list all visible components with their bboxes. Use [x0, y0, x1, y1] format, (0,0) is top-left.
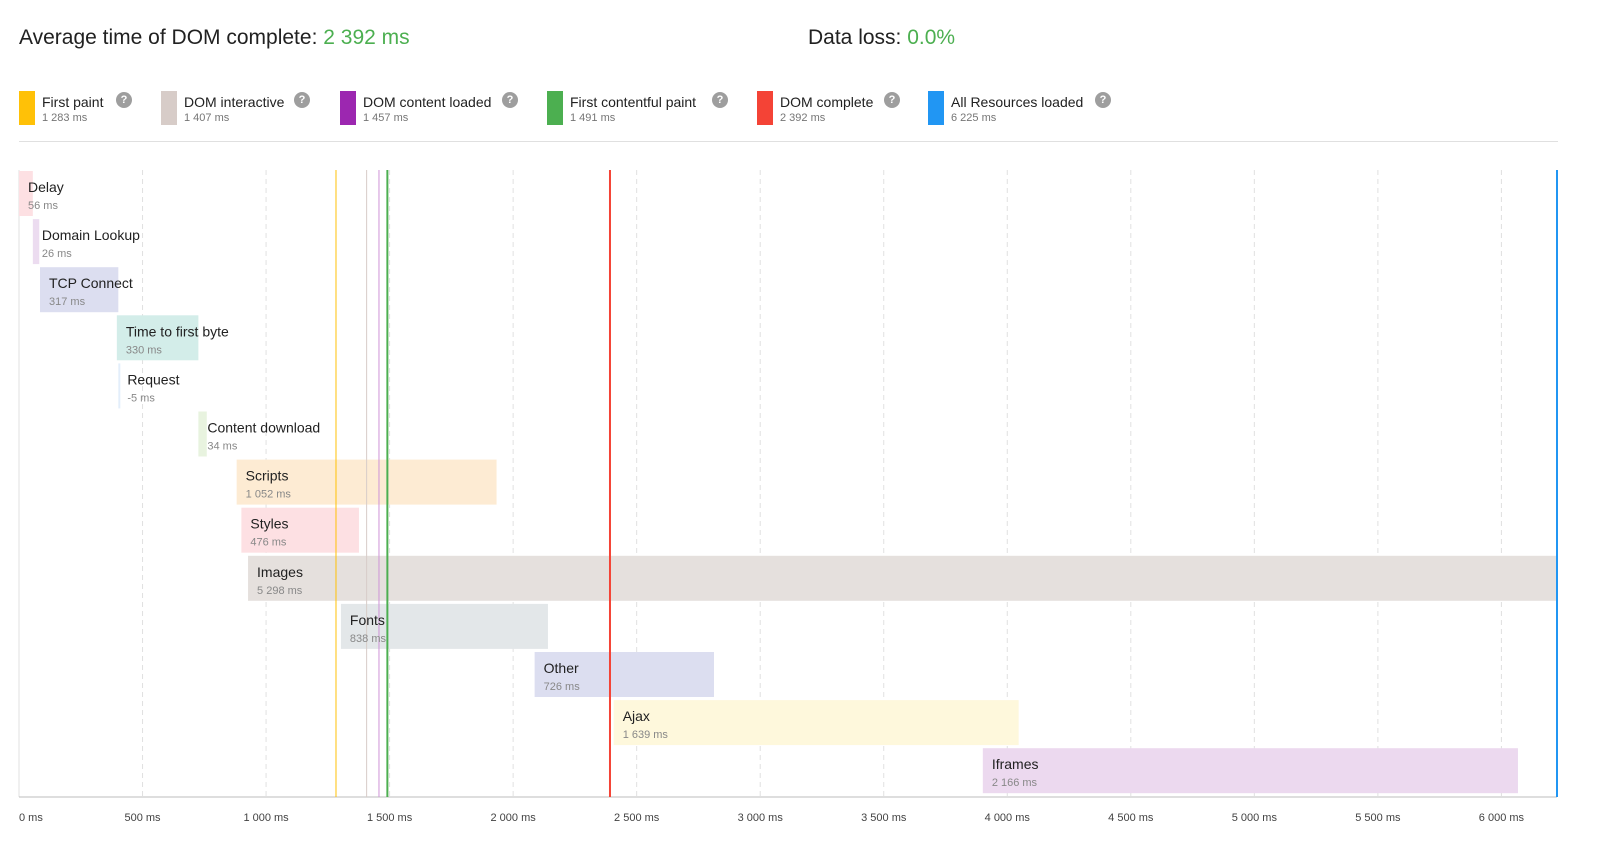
legend-label: DOM interactive: [184, 94, 285, 110]
legend-value: 2 392 ms: [780, 112, 826, 124]
bar-iframes: [982, 748, 1518, 794]
tick-label: 4 000 ms: [985, 812, 1031, 824]
bar-fonts: [340, 603, 548, 649]
data-loss-value: 0.0%: [907, 26, 956, 49]
bar-label: Other: [544, 660, 579, 676]
bar-images: [248, 555, 1558, 601]
bar-label: Scripts: [246, 468, 289, 484]
legend-label: First paint: [42, 94, 104, 110]
bar-value: 838 ms: [350, 633, 387, 645]
help-icon[interactable]: ?: [116, 92, 132, 108]
bar-domain-lookup: [32, 219, 40, 265]
bar-request: [118, 363, 121, 409]
bar-tcp-connect: [40, 267, 119, 313]
bar-label: Request: [127, 371, 179, 387]
legend-swatch: [928, 91, 944, 125]
legend-label: DOM complete: [780, 94, 874, 110]
help-icon[interactable]: ?: [502, 92, 518, 108]
legend-label: DOM content loaded: [363, 94, 492, 110]
avg-dom-complete-heading: Average time of DOM complete: 2 392 ms: [19, 26, 410, 50]
legend-value: 1 457 ms: [363, 112, 409, 124]
legend-label: First contentful paint: [570, 94, 697, 110]
legend-value: 6 225 ms: [951, 112, 997, 124]
legend-swatch: [757, 91, 773, 125]
bar-label: Content download: [207, 420, 320, 436]
avg-dom-complete-value: 2 392 ms: [323, 26, 410, 49]
avg-dom-complete-label: Average time of DOM complete:: [19, 26, 318, 49]
bar-label: Iframes: [992, 756, 1039, 772]
bar-value: 317 ms: [49, 296, 86, 308]
bar-label: Ajax: [623, 708, 650, 724]
bar-value: -5 ms: [127, 392, 155, 404]
tick-label: 500 ms: [124, 812, 161, 824]
bar-other: [534, 652, 715, 697]
bar-value: 1 639 ms: [623, 729, 669, 741]
bar-ajax: [613, 700, 1019, 746]
bar-styles: [241, 507, 359, 553]
legend-value: 1 491 ms: [570, 112, 616, 124]
bar-value: 2 166 ms: [992, 777, 1038, 789]
tick-label: 4 500 ms: [1108, 812, 1154, 824]
bar-value: 726 ms: [544, 681, 581, 693]
bar-value: 34 ms: [207, 441, 237, 453]
tick-label: 1 500 ms: [367, 812, 413, 824]
legend-swatch: [547, 91, 563, 125]
help-icon[interactable]: ?: [712, 92, 728, 108]
legend-swatch: [340, 91, 356, 125]
tick-label: 3 500 ms: [861, 812, 907, 824]
bar-value: 1 052 ms: [246, 489, 292, 501]
tick-label: 2 500 ms: [614, 812, 660, 824]
bar-label: Domain Lookup: [42, 227, 140, 243]
bar-label: Images: [257, 564, 303, 580]
bar-delay: [19, 171, 33, 216]
bar-label: Time to first byte: [126, 323, 229, 339]
tick-label: 2 000 ms: [491, 812, 537, 824]
tick-label: 1 000 ms: [243, 812, 289, 824]
legend-swatch: [19, 91, 35, 125]
tick-label: 0 ms: [19, 812, 43, 824]
marker-lines: [335, 170, 1558, 797]
tick-label: 5 500 ms: [1355, 812, 1401, 824]
legend-value: 1 407 ms: [184, 112, 230, 124]
legend-swatch: [161, 91, 177, 125]
x-tick-labels: 0 ms 500 ms 1 000 ms 1 500 ms 2 000 ms 2 500 …: [19, 812, 1525, 824]
bar-value: 5 298 ms: [257, 585, 303, 597]
tick-label: 5 000 ms: [1232, 812, 1278, 824]
bar-value: 476 ms: [250, 537, 287, 549]
bar-label: Styles: [250, 516, 288, 532]
data-loss-label: Data loss:: [808, 26, 902, 49]
bar-time-to-first-byte: [116, 315, 199, 361]
legend-label: All Resources loaded: [951, 94, 1084, 110]
bar-label: Fonts: [350, 612, 385, 628]
bar-value: 56 ms: [28, 200, 58, 212]
tick-label: 6 000 ms: [1479, 812, 1525, 824]
data-loss-heading: Data loss: 0.0%: [808, 26, 955, 50]
help-icon[interactable]: ?: [1095, 92, 1111, 108]
bar-value: 26 ms: [42, 248, 72, 260]
bar-label: TCP Connect: [49, 275, 133, 291]
bar-label: Delay: [28, 179, 64, 195]
bar-value: 330 ms: [126, 344, 163, 356]
bars: [19, 171, 1558, 794]
tick-label: 3 000 ms: [738, 812, 784, 824]
help-icon[interactable]: ?: [294, 92, 310, 108]
legend-divider: [19, 141, 1558, 142]
help-icon[interactable]: ?: [884, 92, 900, 108]
bar-labels: Delay 56 ms Domain Lookup 26 ms TCP Connect 3…: [28, 179, 1039, 789]
bar-content-download: [198, 411, 207, 457]
legend-value: 1 283 ms: [42, 112, 88, 124]
